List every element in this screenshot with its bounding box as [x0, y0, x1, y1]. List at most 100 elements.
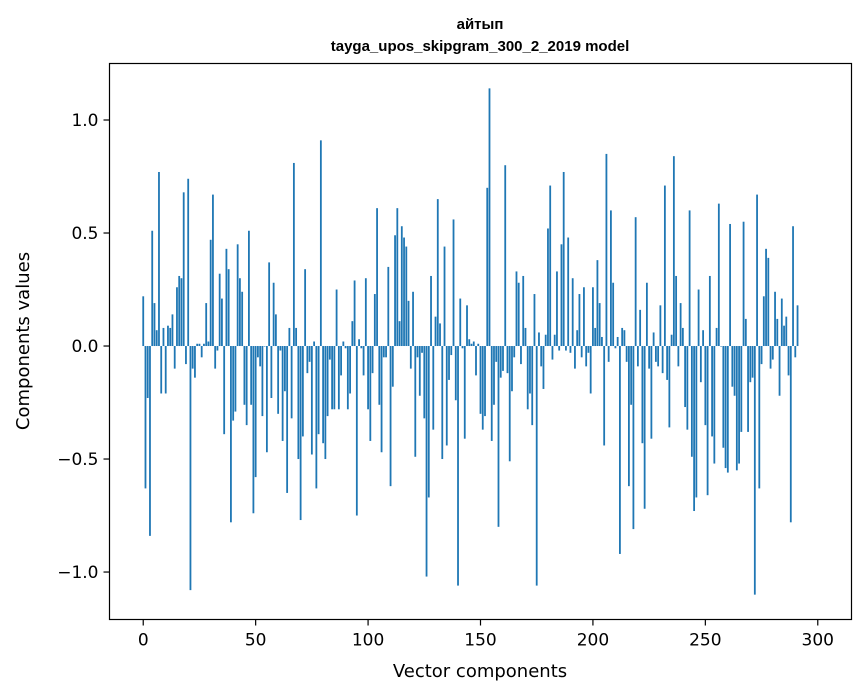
bar-49: [252, 346, 255, 514]
x-axis-ticks: 0 50 100 150 200 250 300: [138, 619, 834, 651]
bar-95: [355, 346, 358, 516]
bar-56: [268, 262, 271, 347]
bar-161: [504, 165, 507, 347]
bar-257: [720, 346, 722, 347]
bar-228: [654, 346, 657, 362]
bar-115: [400, 226, 403, 347]
bar-11: [167, 325, 169, 347]
bar-225: [648, 346, 651, 369]
y-tick-label: 0.0: [71, 337, 98, 357]
bar-209: [612, 282, 615, 347]
bar-39: [230, 346, 232, 523]
bar-197: [585, 346, 588, 367]
bar-163: [508, 346, 511, 462]
bar-99: [364, 278, 367, 347]
bar-230: [659, 305, 662, 347]
bar-290: [794, 346, 797, 358]
bar-167: [517, 282, 520, 347]
bar-227: [652, 332, 655, 347]
bar-0: [142, 296, 145, 347]
bar-41: [234, 346, 237, 412]
bar-273: [756, 194, 758, 347]
bar-268: [744, 318, 747, 347]
bar-134: [443, 246, 446, 347]
bar-64: [286, 346, 289, 493]
bar-286: [785, 316, 788, 347]
bar-172: [529, 346, 531, 394]
bar-259: [724, 346, 727, 469]
bar-193: [576, 330, 579, 347]
bar-30: [209, 239, 212, 347]
bar-204: [601, 336, 603, 347]
bar-35: [221, 298, 223, 347]
bar-33: [216, 346, 219, 351]
x-tick-label: 250: [689, 631, 721, 651]
bar-70: [299, 346, 302, 521]
bar-47: [248, 230, 250, 347]
plot-area: [142, 88, 799, 595]
bar-13: [171, 314, 174, 347]
bar-31: [212, 194, 214, 347]
bar-38: [227, 269, 230, 347]
bar-255: [715, 327, 718, 347]
bar-165: [513, 346, 516, 358]
bar-44: [241, 291, 244, 347]
bar-178: [542, 346, 545, 389]
bar-27: [203, 343, 205, 347]
bar-124: [421, 346, 423, 353]
bar-74: [308, 346, 311, 362]
bar-12: [169, 327, 172, 347]
bar-164: [511, 346, 513, 392]
bar-108: [385, 346, 387, 358]
bar-267: [742, 221, 745, 347]
bar-129: [432, 346, 435, 430]
bar-14: [173, 346, 176, 369]
bar-274: [758, 346, 761, 489]
bar-84: [331, 346, 333, 410]
bar-279: [769, 346, 772, 369]
x-tick-label: 100: [352, 631, 384, 651]
bar-86: [335, 289, 338, 347]
bar-272: [753, 346, 756, 595]
bar-117: [405, 246, 408, 347]
bar-75: [310, 346, 313, 455]
bar-5: [153, 303, 156, 347]
bar-133: [441, 346, 444, 460]
bar-29: [207, 341, 210, 347]
bar-224: [645, 282, 648, 347]
bar-214: [623, 330, 626, 347]
bar-8: [160, 346, 163, 394]
bar-4: [151, 230, 154, 347]
bar-200: [592, 287, 594, 347]
bar-22: [191, 346, 194, 369]
bar-250: [704, 346, 707, 426]
y-tick-label: 0.5: [71, 224, 98, 244]
bar-241: [684, 346, 687, 408]
bar-93: [351, 321, 354, 347]
bar-190: [569, 346, 572, 353]
bar-142: [461, 346, 464, 349]
chart-title-group: айтып tayga_upos_skipgram_300_2_2019 mod…: [331, 16, 630, 55]
bar-151: [481, 346, 484, 430]
x-axis-label: Vector components: [393, 661, 567, 682]
bar-288: [789, 346, 792, 523]
bar-183: [553, 334, 556, 347]
bar-201: [594, 327, 597, 347]
bar-179: [544, 334, 547, 347]
bar-258: [722, 346, 725, 448]
bar-287: [787, 346, 790, 376]
bar-61: [279, 346, 282, 351]
bar-223: [643, 346, 646, 509]
bar-88: [340, 346, 342, 376]
bar-46: [245, 346, 248, 426]
bar-122: [416, 346, 419, 358]
bar-195: [580, 346, 583, 358]
bar-140: [457, 346, 459, 586]
bar-26: [200, 346, 203, 358]
bar-152: [484, 346, 486, 417]
bar-177: [540, 346, 543, 367]
bar-18: [182, 192, 185, 347]
bar-262: [731, 346, 734, 387]
bar-243: [688, 210, 691, 347]
